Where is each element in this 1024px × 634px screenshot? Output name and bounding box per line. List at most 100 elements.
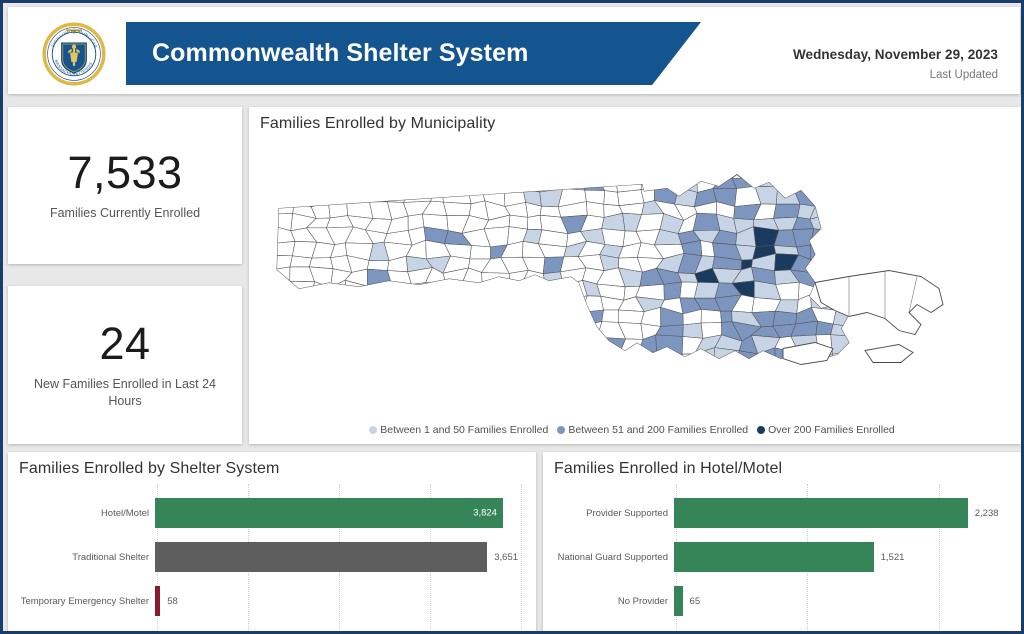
municipality[interactable] (269, 294, 292, 311)
legend-item[interactable]: Between 1 and 50 Families Enrolled (369, 424, 548, 436)
municipality[interactable] (442, 308, 472, 324)
municipality[interactable] (306, 336, 332, 352)
municipality[interactable] (462, 337, 488, 352)
municipality[interactable] (617, 309, 645, 324)
municipality[interactable] (596, 336, 627, 355)
municipality[interactable] (445, 281, 465, 300)
bar-chart-shelter-system[interactable]: Hotel/Motel 3,824 Traditional Shelter 3,651… (8, 484, 536, 631)
municipality[interactable] (423, 282, 453, 300)
municipality[interactable] (411, 173, 434, 191)
municipality[interactable] (562, 306, 583, 326)
marthas-vineyard[interactable] (782, 342, 834, 365)
municipality[interactable] (348, 174, 372, 193)
municipality[interactable] (527, 214, 543, 231)
municipality[interactable] (484, 324, 508, 342)
municipality[interactable] (402, 186, 434, 203)
municipality-layer[interactable] (269, 173, 858, 368)
municipality[interactable] (310, 307, 334, 327)
municipality[interactable] (365, 295, 395, 309)
municipality[interactable] (523, 335, 550, 354)
municipality[interactable] (579, 295, 604, 313)
municipality[interactable] (310, 174, 333, 191)
municipality[interactable] (423, 295, 453, 310)
municipality[interactable] (310, 187, 329, 208)
municipality[interactable] (499, 308, 526, 326)
municipality[interactable] (656, 351, 684, 367)
municipality[interactable] (330, 309, 355, 327)
bar-row[interactable]: Provider Supported 2,238 (543, 498, 1021, 528)
municipality[interactable] (682, 322, 704, 339)
bar-row[interactable]: No Provider 65 (543, 586, 1021, 616)
municipality[interactable] (443, 320, 472, 339)
municipality[interactable] (794, 177, 820, 193)
municipality[interactable] (832, 309, 856, 327)
municipality[interactable] (580, 321, 603, 341)
municipality[interactable] (388, 324, 412, 338)
municipality[interactable] (410, 350, 432, 366)
municipality[interactable] (542, 320, 566, 337)
municipality[interactable] (828, 173, 856, 194)
bar-row[interactable]: Traditional Shelter 3,651 (8, 542, 536, 572)
municipality[interactable] (294, 190, 312, 208)
municipality[interactable] (522, 280, 546, 300)
municipality[interactable] (346, 191, 371, 203)
municipality[interactable] (408, 295, 431, 314)
municipality[interactable] (365, 284, 395, 301)
municipality[interactable] (289, 255, 313, 268)
municipality[interactable] (288, 322, 311, 340)
municipality[interactable] (831, 255, 856, 275)
municipality[interactable] (504, 173, 524, 192)
municipality[interactable] (462, 347, 487, 364)
municipality[interactable] (383, 350, 412, 366)
municipality[interactable] (681, 353, 697, 367)
municipality[interactable] (330, 326, 355, 337)
municipality[interactable] (276, 186, 296, 207)
municipality[interactable] (655, 334, 684, 355)
municipality[interactable] (484, 337, 509, 353)
municipality[interactable] (692, 212, 721, 231)
municipality[interactable] (306, 347, 336, 366)
municipality[interactable] (372, 352, 390, 367)
municipality[interactable] (348, 351, 376, 368)
municipality[interactable] (828, 202, 857, 218)
municipality[interactable] (408, 324, 429, 341)
municipality[interactable] (348, 334, 373, 353)
bar[interactable]: 3,824 (155, 498, 503, 528)
municipality[interactable] (385, 308, 410, 328)
municipality[interactable] (425, 173, 453, 193)
municipality[interactable] (427, 308, 450, 326)
municipality[interactable] (542, 335, 566, 351)
municipality[interactable] (461, 323, 488, 339)
municipality[interactable] (269, 266, 291, 282)
municipality[interactable] (520, 173, 549, 193)
municipality[interactable] (539, 293, 565, 311)
municipality[interactable] (424, 349, 445, 363)
municipality[interactable] (521, 348, 544, 366)
municipality[interactable] (676, 178, 698, 193)
municipality[interactable] (330, 334, 354, 352)
cape-cod-region[interactable] (814, 270, 944, 336)
municipality[interactable] (601, 228, 626, 248)
municipality[interactable] (751, 173, 779, 188)
municipality[interactable] (713, 347, 740, 368)
nantucket[interactable] (864, 344, 914, 363)
municipality[interactable] (442, 186, 472, 205)
municipality[interactable] (604, 347, 626, 367)
municipality[interactable] (309, 325, 334, 337)
municipality[interactable] (637, 351, 660, 364)
municipality[interactable] (372, 335, 393, 355)
municipality[interactable] (287, 294, 316, 311)
municipality[interactable] (524, 293, 542, 311)
bar-chart-hotel-motel[interactable]: Provider Supported 2,238 National Guard Su… (543, 484, 1021, 631)
municipality[interactable] (310, 294, 332, 310)
municipality[interactable] (422, 338, 447, 352)
municipality[interactable] (443, 201, 472, 216)
municipality[interactable] (581, 347, 607, 368)
municipality[interactable] (772, 310, 797, 327)
municipality[interactable] (502, 280, 529, 300)
municipality[interactable] (480, 174, 506, 192)
municipality[interactable] (481, 293, 503, 313)
municipality[interactable] (523, 320, 549, 342)
bar[interactable] (674, 498, 968, 528)
municipality[interactable] (562, 295, 588, 313)
